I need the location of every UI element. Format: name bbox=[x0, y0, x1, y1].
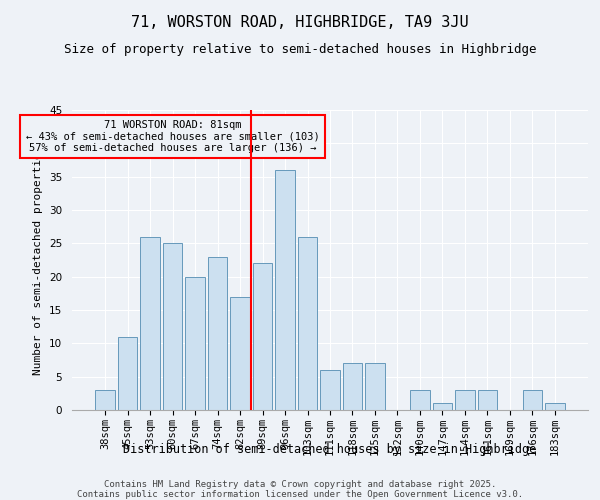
Bar bbox=[343, 364, 362, 410]
Bar bbox=[365, 364, 385, 410]
Bar bbox=[320, 370, 340, 410]
Bar bbox=[230, 296, 250, 410]
Bar bbox=[163, 244, 182, 410]
Bar bbox=[523, 390, 542, 410]
Text: 71, WORSTON ROAD, HIGHBRIDGE, TA9 3JU: 71, WORSTON ROAD, HIGHBRIDGE, TA9 3JU bbox=[131, 15, 469, 30]
Bar bbox=[208, 256, 227, 410]
Bar bbox=[455, 390, 475, 410]
Text: Contains HM Land Registry data © Crown copyright and database right 2025.
Contai: Contains HM Land Registry data © Crown c… bbox=[77, 480, 523, 500]
Y-axis label: Number of semi-detached properties: Number of semi-detached properties bbox=[34, 145, 43, 375]
Bar bbox=[95, 390, 115, 410]
Bar bbox=[253, 264, 272, 410]
Text: 71 WORSTON ROAD: 81sqm
← 43% of semi-detached houses are smaller (103)
57% of se: 71 WORSTON ROAD: 81sqm ← 43% of semi-det… bbox=[26, 120, 319, 153]
Bar bbox=[478, 390, 497, 410]
Bar bbox=[410, 390, 430, 410]
Bar bbox=[275, 170, 295, 410]
Bar bbox=[140, 236, 160, 410]
Bar bbox=[298, 236, 317, 410]
Bar bbox=[185, 276, 205, 410]
Bar bbox=[118, 336, 137, 410]
Text: Size of property relative to semi-detached houses in Highbridge: Size of property relative to semi-detach… bbox=[64, 42, 536, 56]
Bar bbox=[433, 404, 452, 410]
Text: Distribution of semi-detached houses by size in Highbridge: Distribution of semi-detached houses by … bbox=[124, 442, 536, 456]
Bar bbox=[545, 404, 565, 410]
